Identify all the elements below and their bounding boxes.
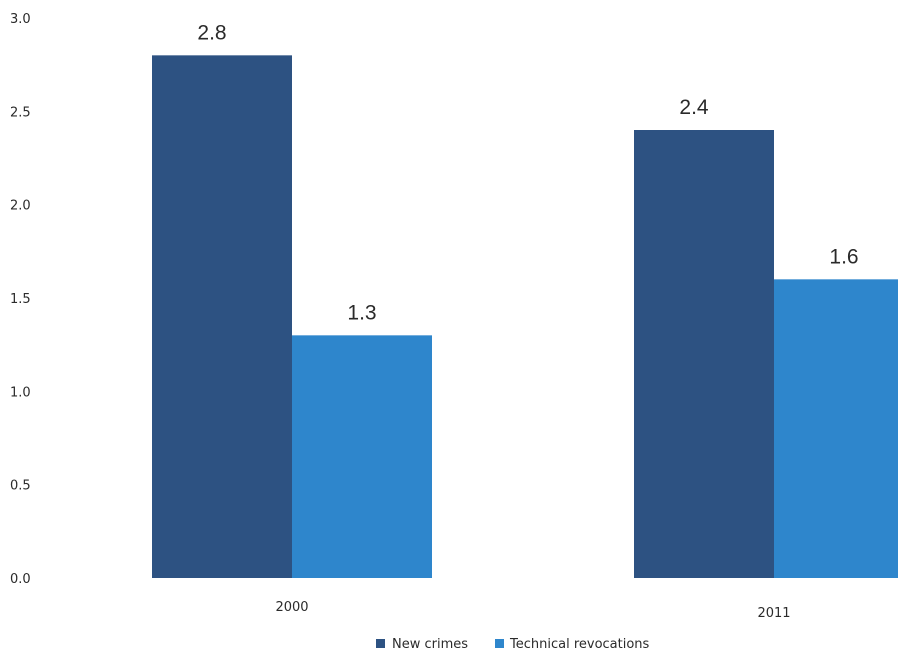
x-tick-label: 2011 — [757, 606, 790, 621]
legend-swatch — [376, 639, 385, 648]
bar-new-crimes-2011 — [634, 130, 774, 578]
bar-technical-revocations-2011 — [774, 279, 898, 578]
data-label: 2.8 — [197, 21, 226, 44]
legend: New crimes Technical revocations — [376, 637, 650, 652]
y-tick-label: 2.5 — [10, 105, 31, 120]
bar-technical-revocations-2000 — [292, 335, 432, 578]
legend-label: Technical revocations — [509, 637, 650, 652]
x-axis-labels: 2000 2011 — [275, 600, 790, 621]
data-label: 2.4 — [679, 96, 709, 119]
bars — [152, 55, 898, 579]
data-label: 1.6 — [829, 245, 858, 268]
y-tick-label: 0.5 — [10, 479, 31, 494]
y-tick-label: 1.5 — [10, 292, 31, 307]
y-tick-label: 3.0 — [10, 12, 31, 27]
y-tick-label: 2.0 — [10, 199, 31, 214]
y-tick-label: 0.0 — [10, 572, 31, 587]
legend-swatch — [495, 639, 504, 648]
legend-label: New crimes — [392, 637, 468, 652]
data-label: 1.3 — [347, 301, 376, 324]
value-labels: 2.8 2.4 1.3 1.6 — [197, 21, 858, 324]
y-axis-ticks: 0.0 0.5 1.0 1.5 2.0 2.5 3.0 — [10, 12, 31, 587]
bar-new-crimes-2000 — [152, 55, 292, 579]
x-tick-label: 2000 — [275, 600, 308, 615]
y-tick-label: 1.0 — [10, 385, 31, 400]
